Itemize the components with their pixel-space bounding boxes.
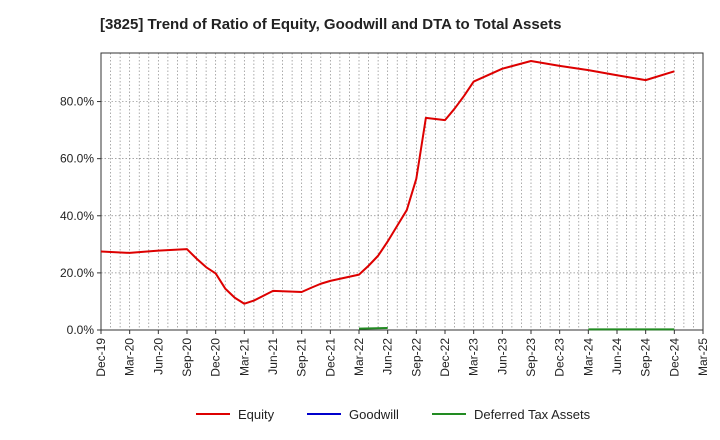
x-tick-label: Mar-22 bbox=[352, 338, 366, 376]
legend: Equity Goodwill Deferred Tax Assets bbox=[196, 407, 591, 422]
x-tick-label: Dec-22 bbox=[438, 338, 452, 377]
y-tick-label: 60.0% bbox=[60, 152, 94, 166]
x-axis-ticks: Dec-19 Mar-20 Jun-20 Sep-20 Dec-20 Mar-21 Jun-… bbox=[94, 330, 710, 377]
y-tick-label: 80.0% bbox=[60, 95, 94, 109]
x-tick-label: Mar-21 bbox=[237, 338, 251, 376]
x-tick-label: Mar-25 bbox=[696, 338, 710, 376]
x-tick-label: Jun-24 bbox=[610, 338, 624, 375]
x-tick-label: Dec-20 bbox=[209, 338, 223, 377]
x-tick-label: Jun-23 bbox=[495, 338, 509, 375]
x-tick-label: Mar-23 bbox=[467, 338, 481, 376]
x-tick-label: Sep-22 bbox=[409, 338, 423, 377]
x-tick-label: Jun-20 bbox=[151, 338, 165, 375]
x-tick-label: Jun-21 bbox=[266, 338, 280, 375]
legend-label-goodwill: Goodwill bbox=[349, 407, 399, 422]
x-tick-label: Mar-24 bbox=[581, 338, 595, 376]
y-tick-label: 0.0% bbox=[67, 323, 95, 337]
legend-label-equity: Equity bbox=[238, 407, 275, 422]
x-tick-label: Mar-20 bbox=[123, 338, 137, 376]
series-layer bbox=[100, 60, 675, 331]
x-tick-label: Dec-24 bbox=[667, 338, 681, 377]
x-tick-label: Dec-19 bbox=[94, 338, 108, 377]
series-line-deferred-tax-assets bbox=[358, 327, 388, 330]
x-tick-label: Sep-24 bbox=[639, 338, 653, 377]
y-tick-label: 20.0% bbox=[60, 266, 94, 280]
grid-layer bbox=[101, 53, 703, 330]
chart-title: [3825] Trend of Ratio of Equity, Goodwil… bbox=[100, 16, 562, 33]
y-tick-label: 40.0% bbox=[60, 209, 94, 223]
y-axis-ticks: 0.0% 20.0% 40.0% 60.0% 80.0% bbox=[60, 95, 101, 337]
x-tick-label: Sep-20 bbox=[180, 338, 194, 377]
plot-frame bbox=[100, 52, 704, 331]
x-tick-label: Jun-22 bbox=[381, 338, 395, 375]
x-tick-label: Dec-23 bbox=[553, 338, 567, 377]
x-tick-label: Dec-21 bbox=[323, 338, 337, 377]
legend-label-deferred-tax-assets: Deferred Tax Assets bbox=[474, 407, 591, 422]
series-line-equity bbox=[100, 60, 675, 305]
x-tick-label: Sep-23 bbox=[524, 338, 538, 377]
x-tick-label: Sep-21 bbox=[295, 338, 309, 377]
